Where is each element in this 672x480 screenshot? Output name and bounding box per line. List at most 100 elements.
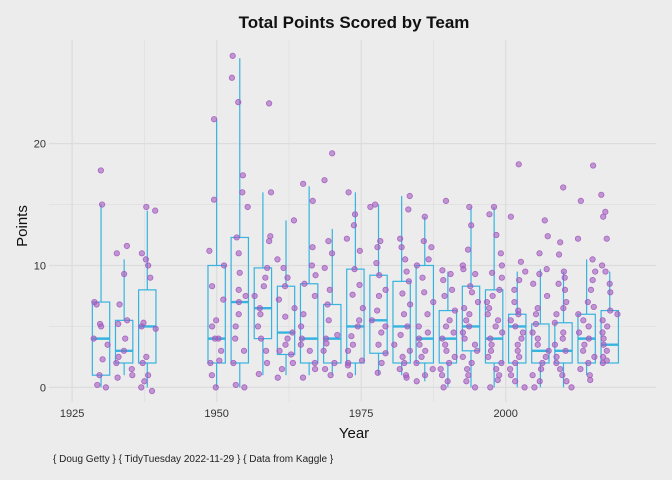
data-point xyxy=(602,268,609,275)
data-point xyxy=(288,351,295,358)
x-tick-label: 2000 xyxy=(493,408,517,420)
data-point xyxy=(519,329,527,336)
data-point xyxy=(439,335,446,342)
data-point xyxy=(446,317,453,324)
data-point xyxy=(116,301,123,308)
points-layer xyxy=(90,52,621,395)
data-point xyxy=(506,365,514,373)
data-point xyxy=(399,290,406,297)
data-point xyxy=(251,292,258,300)
data-point xyxy=(439,267,446,274)
data-point xyxy=(483,298,491,306)
data-point xyxy=(563,378,570,385)
data-point xyxy=(441,292,448,300)
data-point xyxy=(405,206,412,213)
data-point xyxy=(263,359,271,367)
data-point xyxy=(213,317,220,324)
data-point xyxy=(129,372,136,379)
y-tick-label: 20 xyxy=(34,139,46,151)
data-point xyxy=(220,262,228,269)
data-point xyxy=(536,270,543,278)
data-point xyxy=(461,335,468,342)
data-point xyxy=(327,372,334,379)
data-point xyxy=(472,270,479,278)
data-point xyxy=(263,347,270,354)
data-point xyxy=(557,239,564,246)
data-point xyxy=(589,256,596,263)
data-point xyxy=(324,301,331,308)
data-point xyxy=(442,197,450,204)
data-point xyxy=(581,341,588,348)
data-point xyxy=(444,378,451,385)
data-point xyxy=(493,231,500,239)
data-point xyxy=(405,278,412,285)
data-point xyxy=(216,357,223,364)
data-point xyxy=(382,350,389,357)
data-point xyxy=(403,374,410,381)
data-point xyxy=(267,189,275,196)
data-point xyxy=(551,319,558,326)
data-point xyxy=(289,359,296,367)
data-point xyxy=(300,180,307,187)
data-point xyxy=(351,211,359,218)
data-point xyxy=(471,341,479,348)
data-point xyxy=(603,347,610,354)
data-point xyxy=(488,341,495,348)
data-point xyxy=(143,353,150,361)
data-point xyxy=(438,372,446,379)
data-point xyxy=(377,238,384,245)
data-point xyxy=(600,341,607,348)
data-point xyxy=(397,331,404,339)
data-point xyxy=(374,244,381,251)
data-point xyxy=(98,323,105,330)
data-point xyxy=(468,289,476,296)
data-point xyxy=(208,372,215,379)
data-point xyxy=(488,269,496,276)
data-point xyxy=(113,359,120,367)
data-point xyxy=(349,341,357,348)
data-point xyxy=(486,211,493,218)
data-point xyxy=(90,335,97,342)
data-point xyxy=(447,270,454,278)
data-point xyxy=(425,256,432,263)
data-point xyxy=(375,341,382,348)
data-point xyxy=(235,311,242,318)
data-point xyxy=(559,372,566,379)
data-point xyxy=(599,329,606,336)
data-point xyxy=(235,250,242,257)
data-point xyxy=(397,235,404,242)
data-point xyxy=(401,359,408,367)
data-point xyxy=(264,264,271,272)
data-point xyxy=(553,353,560,361)
data-point xyxy=(542,353,549,361)
data-point xyxy=(607,289,614,296)
data-point xyxy=(574,235,582,242)
data-point xyxy=(443,347,450,354)
data-point xyxy=(468,222,475,229)
data-point xyxy=(591,353,598,361)
data-point xyxy=(515,161,522,168)
data-point xyxy=(308,262,316,269)
data-point xyxy=(326,286,333,293)
data-point xyxy=(468,359,475,367)
data-point xyxy=(396,365,403,373)
data-point xyxy=(354,323,361,330)
data-point xyxy=(541,217,548,224)
data-point xyxy=(584,298,591,306)
box-iqr xyxy=(415,264,435,364)
data-point xyxy=(507,372,515,379)
data-point xyxy=(254,323,262,330)
data-point xyxy=(229,52,236,59)
data-point xyxy=(557,365,564,373)
data-point xyxy=(241,384,248,391)
data-point xyxy=(351,266,358,273)
data-point xyxy=(312,272,319,279)
data-point xyxy=(138,250,145,257)
data-point xyxy=(560,268,567,275)
data-point xyxy=(123,242,130,250)
data-point xyxy=(489,292,496,300)
data-point xyxy=(451,353,458,361)
data-point xyxy=(120,347,128,354)
data-point xyxy=(466,311,473,318)
